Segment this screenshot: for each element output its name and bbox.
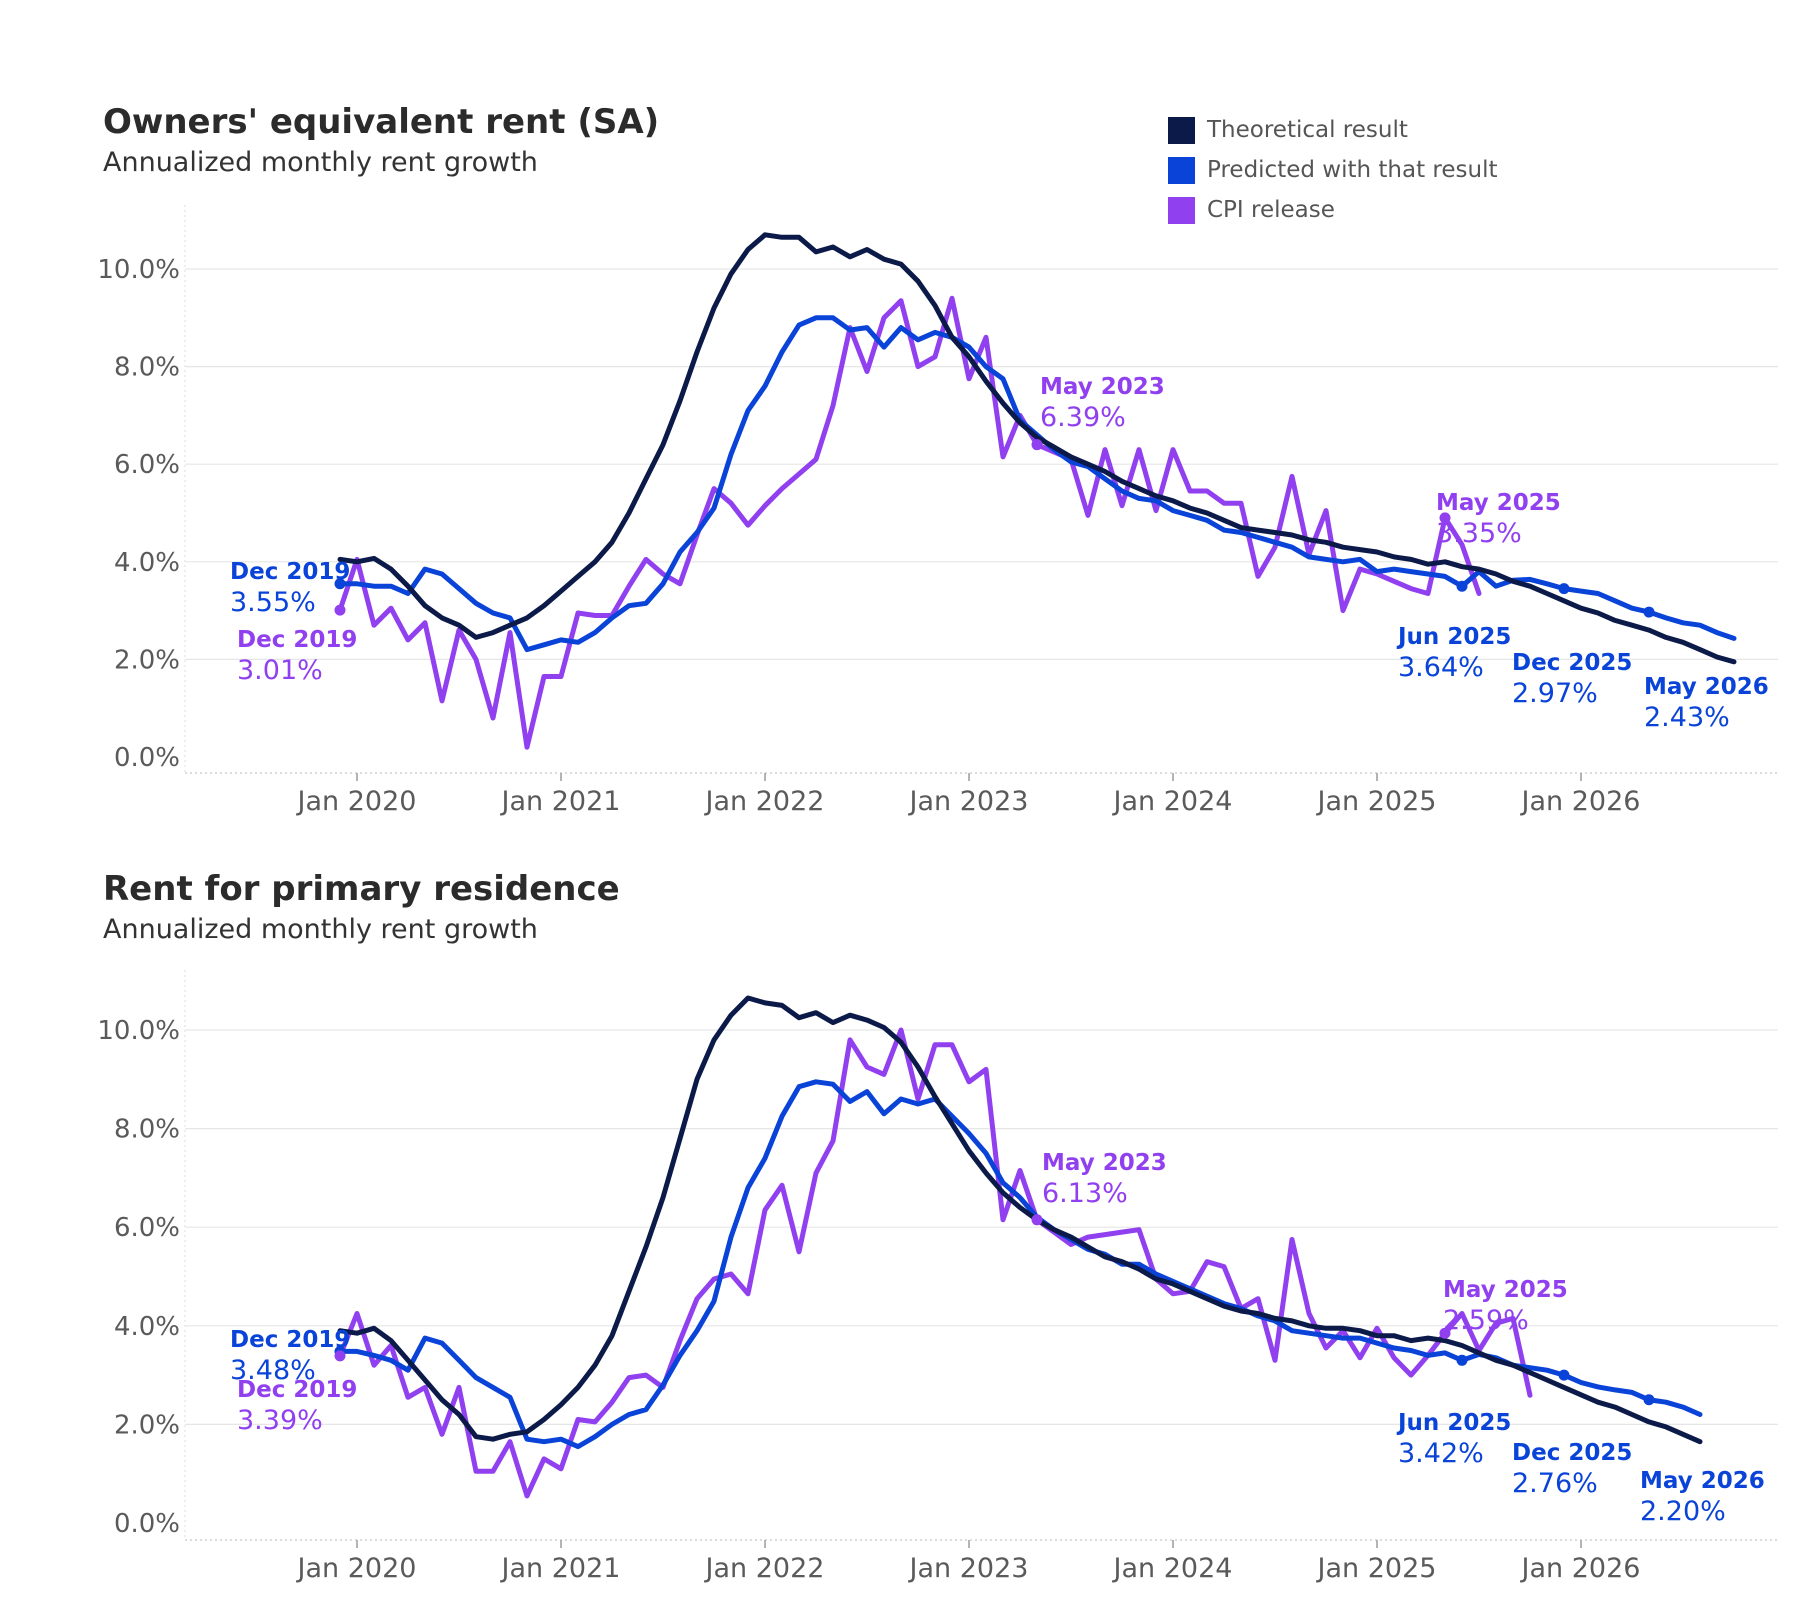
annotation-label: Dec 2019	[237, 1377, 357, 1403]
annotation-marker	[1031, 1214, 1043, 1226]
annotation-value: 3.55%	[230, 587, 316, 618]
annotation-label: May 2023	[1040, 374, 1165, 400]
annotation-value: 2.97%	[1512, 678, 1598, 709]
x-tick-label: Jan 2021	[500, 1553, 621, 1584]
annotation-value: 6.13%	[1042, 1178, 1128, 1209]
gridlines	[185, 1029, 1778, 1426]
series-line-theoretical	[337, 995, 1703, 1445]
annotation-label: Jun 2025	[1396, 1410, 1511, 1436]
x-tick-label: Jan 2023	[908, 1553, 1029, 1584]
annotation-marker	[334, 604, 346, 616]
x-tick-label: Jan 2026	[1520, 1553, 1641, 1584]
annotation-label: Dec 2025	[1512, 650, 1632, 676]
legend-label: Predicted with that result	[1207, 157, 1498, 183]
annotation-value: 2.76%	[1512, 1468, 1598, 1499]
x-tick-label: Jan 2022	[704, 786, 825, 817]
annotation-marker	[1439, 512, 1451, 524]
annotation-value: 3.48%	[230, 1355, 316, 1386]
y-tick-label: 8.0%	[114, 353, 180, 383]
y-tick-label: 10.0%	[97, 255, 180, 285]
x-tick-label: Jan 2026	[1520, 786, 1641, 817]
legend-item-cpi[interactable]: CPI release	[1168, 190, 1497, 230]
chart-title: Rent for primary residence	[103, 869, 620, 909]
legend-swatch	[1168, 196, 1195, 224]
legend-item-theoretical[interactable]: Theoretical result	[1168, 110, 1497, 150]
annotation-value: 3.42%	[1398, 1438, 1484, 1469]
annotation-marker	[334, 578, 346, 590]
x-tick-label: Jan 2020	[296, 786, 417, 817]
annotation-value: 2.20%	[1640, 1496, 1726, 1527]
x-tick-label: Jan 2024	[1112, 1553, 1233, 1584]
x-tick-label: Jan 2025	[1316, 1553, 1437, 1584]
chart-title: Owners' equivalent rent (SA)	[103, 102, 660, 142]
series-line-cpi	[337, 1027, 1533, 1499]
annotation-value: 2.43%	[1644, 702, 1730, 733]
annotation-value: 3.35%	[1436, 518, 1522, 549]
annotation-marker	[1643, 606, 1655, 618]
annotation-label: Dec 2025	[1512, 1440, 1632, 1466]
chart-subtitle: Annualized monthly rent growth	[103, 914, 538, 945]
annotation-value: 3.39%	[237, 1405, 323, 1436]
annotation-label: May 2026	[1640, 1468, 1765, 1494]
legend-swatch	[1168, 156, 1195, 184]
y-tick-label: 10.0%	[97, 1016, 180, 1046]
annotation-marker	[1558, 583, 1570, 595]
x-tick-label: Jan 2022	[704, 1553, 825, 1584]
annotation-label: Dec 2019	[230, 1327, 350, 1353]
annotation-marker	[334, 1350, 346, 1362]
annotation-label: May 2025	[1436, 490, 1561, 516]
annotation-label: Dec 2019	[237, 627, 357, 653]
annotation-value: 6.39%	[1040, 402, 1126, 433]
annotation-label: Dec 2019	[230, 559, 350, 585]
annotation-label: Jun 2025	[1396, 624, 1511, 650]
annotation-marker	[1031, 439, 1043, 451]
annotation-value: 2.59%	[1443, 1305, 1529, 1336]
series-line-theoretical	[337, 232, 1737, 665]
x-tick-label: Jan 2020	[296, 1553, 417, 1584]
y-tick-label: 0.0%	[114, 743, 180, 773]
y-tick-label: 6.0%	[114, 1213, 180, 1243]
x-tick-label: Jan 2023	[908, 786, 1029, 817]
annotation-value: 3.01%	[237, 655, 323, 686]
y-tick-label: 8.0%	[114, 1115, 180, 1145]
annotation-marker	[1456, 1354, 1468, 1366]
y-tick-label: 0.0%	[114, 1509, 180, 1539]
legend-swatch	[1168, 116, 1195, 144]
annotation-label: May 2026	[1644, 674, 1769, 700]
y-tick-label: 4.0%	[114, 548, 180, 578]
legend-label: CPI release	[1207, 197, 1335, 223]
annotation-value: 3.64%	[1398, 652, 1484, 683]
chart-plot-oer: 0.0% 2.0% 4.0% 6.0% 8.0% 10.0% Jan 2020 Jan 202…	[97, 205, 1778, 817]
x-tick-label: Jan 2021	[500, 786, 621, 817]
y-tick-label: 2.0%	[114, 1410, 180, 1440]
annotation-marker	[1456, 580, 1468, 592]
y-tick-label: 6.0%	[114, 450, 180, 480]
y-tick-label: 4.0%	[114, 1312, 180, 1342]
annotation-marker	[1558, 1369, 1570, 1381]
annotation-label: May 2025	[1443, 1277, 1568, 1303]
x-tick-label: Jan 2025	[1316, 786, 1437, 817]
annotation-marker	[1439, 1327, 1451, 1339]
series-line-predicted	[337, 1079, 1703, 1450]
annotation-marker	[1643, 1394, 1655, 1406]
chart-subtitle: Annualized monthly rent growth	[103, 147, 538, 178]
legend-item-predicted[interactable]: Predicted with that result	[1168, 150, 1497, 190]
x-tick-label: Jan 2024	[1112, 786, 1233, 817]
chart-legend: Theoretical result Predicted with that r…	[1168, 110, 1497, 230]
annotation-label: May 2023	[1042, 1150, 1167, 1176]
y-tick-label: 2.0%	[114, 645, 180, 675]
legend-label: Theoretical result	[1207, 117, 1408, 143]
